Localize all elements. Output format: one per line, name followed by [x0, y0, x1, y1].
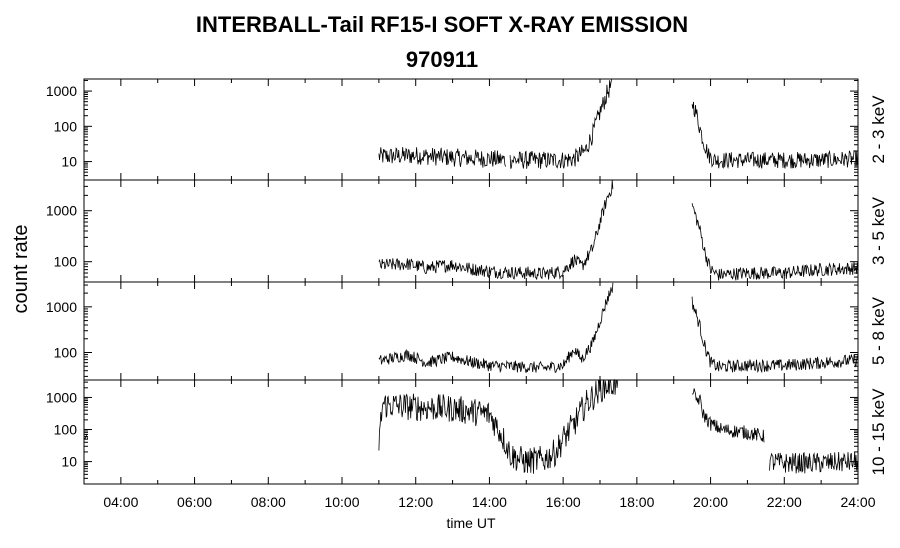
energy-band-label: 2 - 3 keV [869, 95, 888, 164]
y-tick-label: 1000 [46, 299, 77, 315]
y-tick-label: 1000 [46, 203, 77, 219]
data-series-trace [769, 451, 859, 474]
chart-title: INTERBALL-Tail RF15-I SOFT X-RAY EMISSIO… [195, 12, 689, 37]
data-series-trace [378, 180, 614, 280]
data-series-trace [378, 282, 614, 374]
energy-band-label: 5 - 8 keV [869, 296, 888, 365]
y-tick-label: 1000 [46, 83, 77, 99]
data-series-trace [83, 434, 89, 440]
x-tick-label: 12:00 [398, 494, 433, 510]
energy-band-label: 10 - 15 keV [869, 388, 888, 476]
y-tick-label: 100 [54, 345, 78, 361]
panel-frame [83, 179, 859, 283]
data-series-trace [691, 296, 859, 374]
x-tick-label: 08:00 [251, 494, 286, 510]
x-axis-label: time UT [447, 515, 496, 531]
x-tick-label: 14:00 [472, 494, 507, 510]
energy-band-label: 3 - 5 keV [869, 196, 888, 265]
x-tick-label: 06:00 [177, 494, 212, 510]
data-series-trace [378, 378, 619, 474]
panel-frame [83, 379, 859, 485]
panel-frame [83, 78, 859, 181]
y-tick-label: 100 [54, 422, 78, 438]
x-tick-label: 10:00 [324, 494, 359, 510]
y-tick-label: 1000 [46, 389, 77, 405]
x-tick-label: 20:00 [693, 494, 728, 510]
x-tick-label: 24:00 [840, 494, 875, 510]
y-axis-label: count rate [10, 225, 32, 314]
y-tick-label: 10 [61, 154, 77, 170]
data-series-trace [691, 203, 859, 281]
y-tick-label: 100 [54, 254, 78, 270]
data-series-trace [691, 388, 765, 443]
data-series-trace [691, 101, 859, 170]
x-tick-label: 18:00 [619, 494, 654, 510]
x-tick-label: 22:00 [767, 494, 802, 510]
y-tick-label: 100 [54, 118, 78, 134]
x-tick-label: 16:00 [546, 494, 581, 510]
data-series-trace [378, 78, 613, 169]
y-tick-label: 10 [61, 454, 77, 470]
x-tick-label: 04:00 [103, 494, 138, 510]
chart-subtitle: 970911 [405, 47, 479, 72]
